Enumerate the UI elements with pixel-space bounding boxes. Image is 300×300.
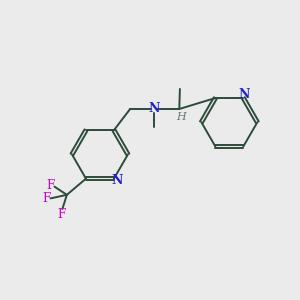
Text: F: F — [42, 192, 50, 205]
Text: N: N — [238, 88, 250, 101]
Text: H: H — [176, 112, 186, 122]
Text: N: N — [148, 103, 160, 116]
Text: F: F — [47, 178, 55, 192]
Text: F: F — [58, 208, 66, 221]
Text: N: N — [111, 174, 123, 187]
